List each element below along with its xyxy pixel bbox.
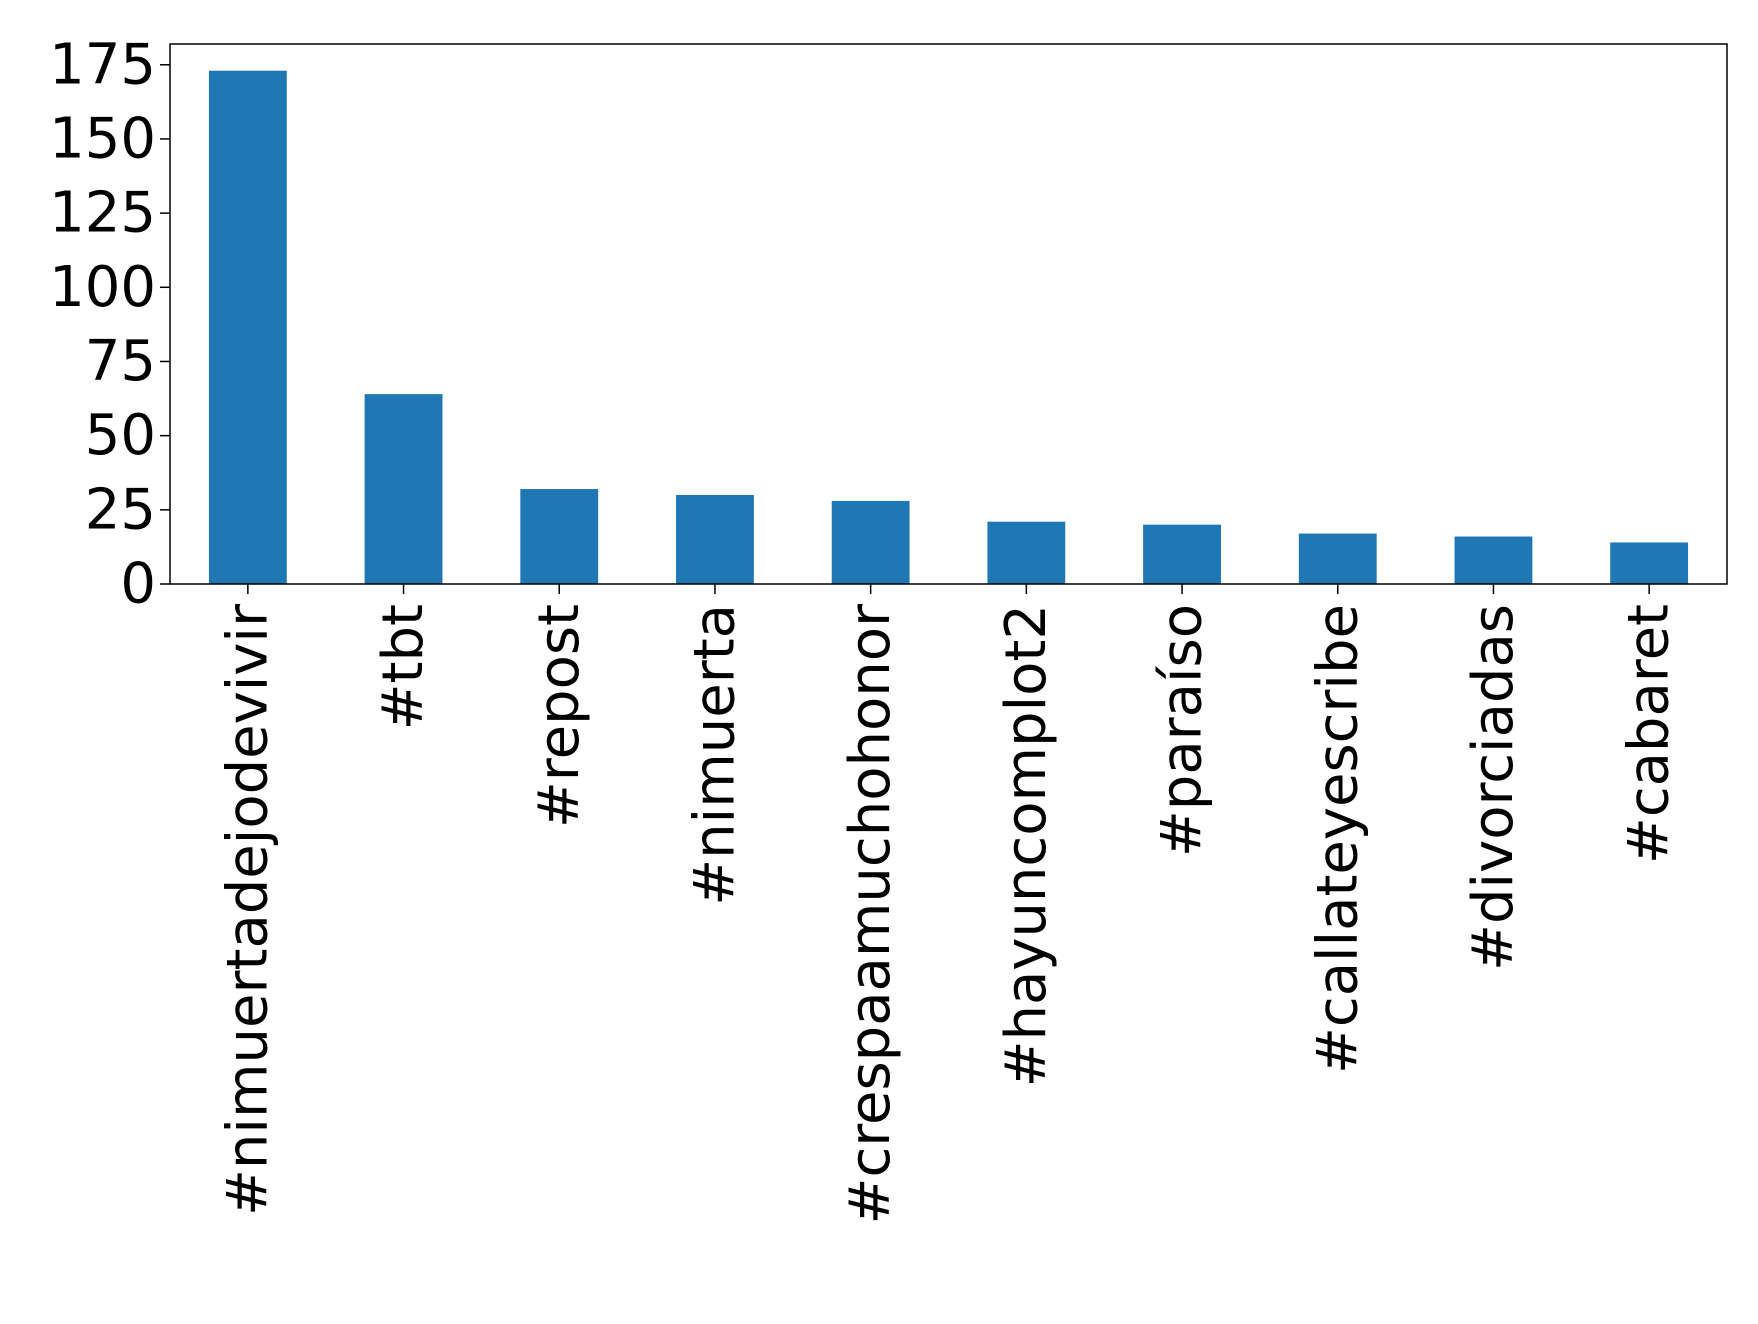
- y-tick-label: 175: [49, 32, 156, 97]
- y-axis-ticks: 0 25 50 75 100 125 150 175: [49, 32, 170, 617]
- bar: [831, 500, 910, 584]
- x-tick-label: #hayuncomplot2: [994, 604, 1059, 1087]
- y-tick-label: 100: [49, 255, 156, 320]
- bar: [208, 70, 287, 584]
- x-tick-label: #nimuertadejodevivir: [215, 603, 280, 1216]
- y-tick-label: 0: [120, 552, 156, 617]
- bar: [987, 521, 1066, 584]
- y-tick-label: 25: [85, 477, 156, 542]
- bar: [676, 494, 754, 584]
- bars-group: [208, 70, 1689, 584]
- bar: [1610, 542, 1689, 584]
- x-axis-ticks: #nimuertadejodevivir #tbt #repost #nimuerta…: [215, 584, 1682, 1224]
- x-tick-label: #nimuerta: [682, 604, 747, 906]
- x-tick-label: #cabaret: [1617, 604, 1682, 864]
- bar: [364, 394, 443, 584]
- y-tick-label: 75: [85, 329, 156, 394]
- x-tick-label: #repost: [527, 604, 592, 828]
- x-tick-label: #tbt: [371, 604, 436, 730]
- y-tick-label: 150: [49, 106, 156, 171]
- x-tick-label: #callateyescribe: [1305, 604, 1370, 1074]
- y-tick-label: 125: [49, 181, 156, 246]
- x-tick-label: #paraíso: [1150, 604, 1215, 857]
- x-tick-label: #divorciadas: [1461, 604, 1526, 971]
- bar: [1454, 536, 1533, 584]
- plot-frame: [169, 43, 1728, 585]
- y-tick-label: 50: [85, 403, 156, 468]
- bar: [1298, 533, 1377, 584]
- bar: [520, 489, 599, 584]
- bar: [1143, 524, 1221, 584]
- x-tick-label: #crespaamuchohonor: [838, 603, 903, 1224]
